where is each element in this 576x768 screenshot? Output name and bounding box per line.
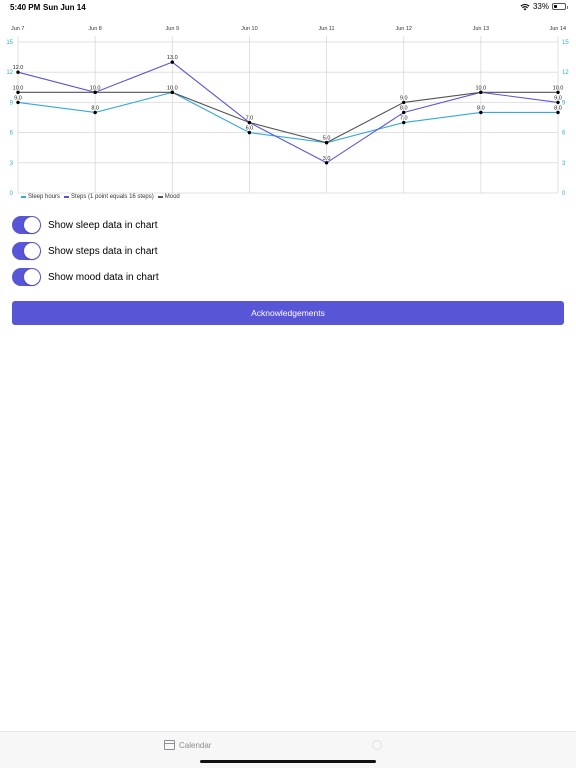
toggle-row-steps: Show steps data in chart: [12, 241, 158, 261]
sleep-toggle-label: Show sleep data in chart: [48, 219, 158, 231]
x-tick-label: Jun 11: [319, 26, 335, 32]
data-label: 7.0: [246, 116, 254, 122]
status-time: 5:40 PM: [10, 3, 41, 12]
legend-item-steps: Steps (1 point equals 16 steps): [64, 194, 154, 200]
y-tick-label-right: 3: [562, 161, 566, 167]
wifi-icon: [520, 3, 530, 10]
data-label: 9.0: [554, 95, 562, 101]
sleep-series-line: [17, 91, 558, 144]
data-label: 13.0: [167, 55, 178, 61]
data-label: 12.0: [13, 65, 24, 71]
data-point: [170, 60, 174, 64]
y-tick-label-left: 3: [10, 161, 14, 167]
data-point: [247, 120, 252, 125]
data-point: [479, 110, 483, 115]
data-label: 8.0: [91, 105, 99, 111]
data-label: 8.0: [400, 105, 408, 111]
data-label: 9.0: [400, 95, 408, 101]
data-label: 10.0: [475, 85, 486, 91]
toggle-row-sleep: Show sleep data in chart: [12, 215, 158, 235]
x-tick-label: Jun 8: [88, 26, 101, 32]
mood-series-line: [18, 91, 558, 144]
line-chart: Jun 7 Jun 8 Jun 9 Jun 10 Jun 11 Jun 12 Jun 13 J…: [6, 26, 569, 197]
tab-calendar-label: Calendar: [179, 740, 212, 750]
steps-toggle-label: Show steps data in chart: [48, 245, 158, 257]
data-label: 5.0: [323, 136, 331, 142]
toggle-row-mood: Show mood data in chart: [12, 267, 159, 287]
y-tick-label-left: 9: [10, 100, 14, 106]
y-tick-label-right: 15: [562, 40, 569, 46]
data-point: [16, 70, 20, 74]
x-tick-label: Jun 7: [11, 26, 24, 32]
tab-calendar[interactable]: Calendar: [164, 740, 211, 750]
data-point: [247, 130, 252, 135]
data-label: 8.0: [477, 105, 485, 111]
calendar-icon: [164, 740, 175, 750]
x-tick-label: Jun 12: [395, 26, 412, 32]
data-label: 7.0: [400, 116, 408, 122]
y-tick-label-left: 15: [6, 40, 13, 46]
data-label: 10.0: [90, 85, 101, 91]
data-point: [556, 90, 560, 95]
battery-percent: 33%: [532, 2, 549, 11]
y-tick-label-right: 9: [562, 100, 566, 106]
sleep-toggle[interactable]: [12, 216, 41, 234]
mood-toggle-label: Show mood data in chart: [48, 271, 159, 283]
legend-label: Steps (1 point equals 16 steps): [71, 194, 154, 200]
x-tick-label: Jun 13: [473, 26, 490, 32]
data-label: 10.0: [167, 85, 178, 91]
y-tick-label-left: 6: [10, 131, 14, 137]
y-tick-label-right: 0: [562, 191, 566, 197]
data-point: [324, 161, 329, 165]
y-tick-label-right: 6: [562, 131, 566, 137]
data-label: 6.0: [246, 126, 254, 132]
data-point: [556, 110, 560, 115]
battery-icon: [552, 3, 568, 10]
status-indicators: 33%: [520, 2, 568, 11]
data-point: [93, 90, 97, 95]
data-label: 9.0: [14, 95, 22, 101]
data-point: [402, 120, 406, 125]
legend-item-mood: Mood: [157, 194, 180, 200]
data-point: [170, 90, 174, 95]
data-point: [16, 90, 20, 95]
status-date: Sun Jun 14: [43, 3, 86, 12]
status-bar: 5:40 PM Sun Jun 14 33%: [0, 0, 576, 16]
legend-label: Sleep hours: [28, 194, 61, 200]
x-tick-label: Jun 10: [241, 26, 258, 32]
legend-item-sleep: Sleep hours: [21, 194, 60, 200]
acknowledgements-button[interactable]: Acknowledgements: [12, 301, 564, 325]
data-label: 3.0: [323, 156, 331, 162]
clock-icon: [372, 740, 382, 750]
data-label: 10.0: [553, 85, 564, 91]
y-tick-label-right: 12: [562, 70, 569, 76]
steps-toggle[interactable]: [12, 242, 41, 260]
legend-label: Mood: [164, 194, 180, 200]
y-tick-label-left: 12: [6, 70, 13, 76]
data-label: 10.0: [13, 85, 24, 91]
mood-toggle[interactable]: [12, 268, 41, 286]
data-point: [93, 110, 97, 115]
steps-series-line: [17, 61, 559, 164]
chart-legend: Sleep hours Steps (1 point equals 16 ste…: [21, 194, 180, 200]
x-tick-label: Jun 14: [549, 26, 566, 32]
data-point: [556, 100, 560, 105]
tab-second[interactable]: [372, 740, 382, 750]
y-tick-label-left: 0: [10, 191, 14, 197]
x-tick-label: Jun 9: [166, 26, 179, 32]
data-point: [16, 100, 20, 105]
data-label: 8.0: [554, 105, 562, 111]
data-point: [479, 90, 483, 95]
data-point: [402, 100, 406, 105]
home-indicator: [200, 760, 376, 763]
data-point: [324, 140, 329, 145]
data-point: [402, 110, 406, 115]
